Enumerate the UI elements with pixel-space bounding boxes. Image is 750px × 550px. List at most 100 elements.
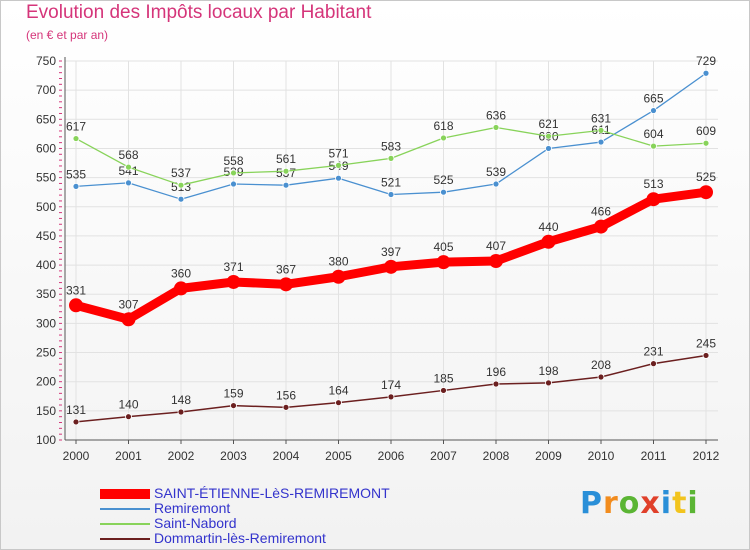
data-label: 440 [538, 220, 558, 234]
data-point [282, 403, 290, 411]
legend-label: Saint-Nabord [154, 515, 237, 531]
data-label: 164 [328, 384, 348, 398]
y-tick-label: 450 [36, 229, 56, 243]
x-tick-label: 2007 [430, 449, 457, 463]
data-point [702, 69, 710, 77]
data-point [492, 180, 500, 188]
y-tick-label: 650 [36, 112, 56, 126]
data-label: 521 [381, 176, 401, 190]
data-point [440, 188, 447, 196]
x-tick-label: 2005 [325, 449, 352, 463]
data-label: 405 [433, 240, 453, 254]
data-label: 360 [171, 266, 191, 280]
data-label: 198 [538, 364, 558, 378]
data-point [335, 174, 342, 182]
data-point [384, 259, 398, 274]
data-label: 148 [171, 393, 191, 407]
data-point [699, 185, 713, 200]
data-point [597, 126, 605, 134]
data-point [335, 161, 342, 169]
data-label: 617 [66, 120, 86, 134]
data-label: 558 [223, 154, 243, 168]
data-label: 208 [591, 358, 611, 372]
data-point [597, 373, 605, 381]
brand-letter: P [580, 486, 603, 521]
data-label: 583 [381, 139, 401, 153]
legend-label: SAINT-ÉTIENNE-LèS-REMIREMONT [154, 485, 390, 501]
data-label: 140 [118, 398, 138, 412]
x-tick-label: 2003 [220, 449, 247, 463]
data-point [72, 182, 80, 190]
y-tick-label: 250 [36, 346, 56, 360]
data-label: 665 [643, 92, 663, 106]
data-point [174, 281, 188, 296]
data-label: 513 [643, 177, 663, 191]
data-point [331, 269, 346, 284]
x-tick-label: 2011 [641, 449, 667, 463]
x-tick-label: 2010 [588, 449, 615, 463]
brand-letter: i [687, 486, 699, 521]
data-point [545, 132, 552, 140]
y-tick-label: 600 [36, 141, 56, 155]
data-point [440, 387, 447, 394]
data-point [702, 352, 710, 359]
chart-title: Evolution des Impôts locaux par Habitant [26, 2, 372, 23]
brand-letter: x [640, 486, 661, 521]
data-label: 380 [328, 255, 348, 269]
x-tick-label: 2001 [115, 449, 142, 463]
data-point [230, 180, 237, 188]
data-point [440, 134, 447, 142]
data-point [69, 298, 83, 313]
y-tick-label: 350 [36, 287, 56, 301]
data-point [492, 380, 500, 388]
data-label: 631 [591, 111, 611, 125]
data-label: 568 [118, 148, 138, 162]
data-point [279, 277, 293, 292]
data-point [650, 107, 657, 114]
brand-letter: r [603, 486, 619, 521]
data-label: 535 [66, 167, 86, 181]
data-point [594, 219, 608, 234]
data-point [436, 255, 451, 270]
x-tick-label: 2008 [483, 449, 510, 463]
y-tick-label: 100 [36, 433, 56, 447]
data-label: 466 [591, 205, 611, 219]
y-tick-label: 300 [36, 316, 56, 330]
data-point [650, 360, 657, 368]
data-label: 174 [381, 378, 401, 392]
x-tick-label: 2002 [168, 449, 195, 463]
data-label: 609 [696, 124, 716, 138]
data-label: 561 [276, 152, 296, 166]
y-tick-label: 550 [36, 171, 56, 185]
data-point [545, 145, 552, 152]
x-tick-label: 2004 [273, 449, 300, 463]
data-point [282, 167, 290, 175]
y-tick-label: 150 [36, 404, 56, 418]
data-label: 185 [433, 371, 453, 385]
data-label: 618 [433, 119, 453, 133]
y-tick-label: 200 [36, 375, 56, 389]
legend-label: Remiremont [154, 500, 231, 516]
data-label: 131 [66, 403, 86, 417]
data-point [650, 142, 657, 150]
x-tick-label: 2000 [63, 449, 90, 463]
data-label: 541 [118, 164, 138, 178]
x-tick-label: 2012 [693, 449, 720, 463]
data-point [226, 274, 241, 289]
data-label: 571 [328, 146, 348, 160]
data-point [125, 179, 132, 187]
data-point [177, 195, 185, 203]
data-point [72, 135, 80, 142]
data-label: 371 [223, 260, 243, 274]
legend-swatch [100, 489, 150, 499]
data-point [177, 408, 185, 416]
brand-letter: t [672, 486, 688, 521]
data-label: 397 [381, 245, 401, 259]
line-chart: 100 150 200 250 300 350 400 450 500 550 600 650 700 7… [36, 54, 720, 463]
data-point [702, 139, 710, 147]
legend-swatch [100, 523, 150, 525]
data-label: 307 [118, 297, 138, 311]
y-tick-label: 500 [36, 200, 56, 214]
data-point [72, 418, 80, 426]
brand-letter: i [660, 486, 673, 521]
